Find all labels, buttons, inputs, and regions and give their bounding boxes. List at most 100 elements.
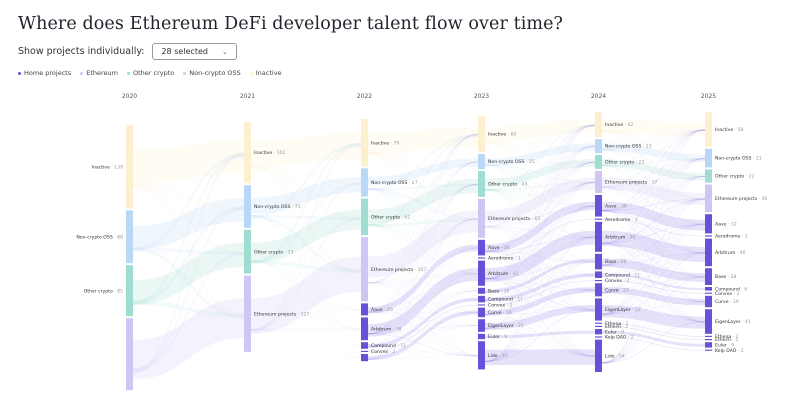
sankey-node[interactable] bbox=[361, 342, 368, 349]
sankey-node[interactable] bbox=[478, 304, 485, 306]
sankey-node[interactable] bbox=[705, 292, 712, 294]
sankey-node[interactable] bbox=[478, 287, 485, 294]
sankey-node[interactable] bbox=[361, 350, 368, 352]
flow-link bbox=[368, 224, 478, 292]
sankey-node[interactable] bbox=[244, 229, 251, 274]
sankey-node[interactable] bbox=[478, 171, 485, 197]
sankey-node[interactable] bbox=[478, 307, 485, 318]
flow-link bbox=[368, 355, 478, 360]
node-label: Lido · 47 bbox=[488, 353, 508, 359]
projects-select[interactable]: 28 selected ⌄ bbox=[152, 43, 237, 60]
sankey-node[interactable] bbox=[595, 112, 602, 138]
sankey-node[interactable] bbox=[126, 125, 133, 209]
flow-link bbox=[602, 148, 705, 254]
sankey-node[interactable] bbox=[478, 198, 485, 238]
legend-item[interactable]: Home projects bbox=[18, 69, 71, 77]
sankey-node[interactable] bbox=[478, 239, 485, 256]
node-label: EigenLayer · 41 bbox=[715, 319, 751, 325]
sankey-node[interactable] bbox=[478, 116, 485, 152]
flow-link bbox=[485, 236, 595, 293]
sankey-node[interactable] bbox=[705, 335, 712, 337]
sankey-node[interactable] bbox=[126, 210, 133, 264]
flow-link bbox=[602, 301, 705, 315]
sankey-node[interactable] bbox=[244, 185, 251, 228]
flow-link bbox=[485, 164, 595, 207]
sankey-node[interactable] bbox=[705, 148, 712, 168]
sankey-node[interactable] bbox=[595, 325, 602, 327]
flow-link bbox=[485, 289, 595, 301]
sankey-node[interactable] bbox=[361, 354, 368, 362]
node-label: Non-crypto OSS · 71 bbox=[254, 204, 301, 210]
sankey-node[interactable] bbox=[705, 169, 712, 183]
sankey-node[interactable] bbox=[595, 322, 602, 324]
sankey-node[interactable] bbox=[595, 170, 602, 193]
sankey-node[interactable] bbox=[705, 235, 712, 237]
sankey-node[interactable] bbox=[478, 319, 485, 332]
legend-item[interactable]: Non-crypto OSS bbox=[183, 69, 241, 77]
legend-item[interactable]: Other crypto bbox=[126, 69, 174, 77]
flow-link bbox=[133, 152, 244, 252]
legend-dot bbox=[183, 71, 187, 75]
sankey-node[interactable] bbox=[595, 336, 602, 338]
sankey-node[interactable] bbox=[595, 218, 602, 220]
sankey-node[interactable] bbox=[595, 221, 602, 252]
sankey-node[interactable] bbox=[705, 214, 712, 234]
node-label: Other crypto · 23 bbox=[605, 160, 644, 166]
node-label: Aave · 32 bbox=[715, 221, 737, 227]
sankey-node[interactable] bbox=[361, 168, 368, 197]
sankey-node[interactable] bbox=[478, 154, 485, 169]
sankey-node[interactable] bbox=[361, 198, 368, 236]
sankey-node[interactable] bbox=[244, 122, 251, 184]
flow-link bbox=[133, 140, 244, 184]
sankey-node[interactable] bbox=[595, 280, 602, 282]
sankey-node[interactable] bbox=[705, 309, 712, 334]
sankey-node[interactable] bbox=[361, 237, 368, 302]
sankey-node[interactable] bbox=[595, 298, 602, 321]
sankey-node[interactable] bbox=[705, 268, 712, 285]
sankey-node[interactable] bbox=[705, 342, 712, 348]
sankey-node[interactable] bbox=[595, 329, 602, 335]
sankey-node[interactable] bbox=[478, 295, 485, 303]
flow-link bbox=[251, 215, 361, 310]
flow-link bbox=[485, 261, 595, 329]
flow-link bbox=[485, 146, 595, 279]
sankey-node[interactable] bbox=[705, 349, 712, 351]
sankey-node[interactable] bbox=[595, 283, 602, 297]
flow-link bbox=[485, 278, 595, 311]
sankey-node[interactable] bbox=[478, 260, 485, 286]
flow-link bbox=[485, 201, 595, 254]
node-label: Kelp DAO · 2 bbox=[605, 335, 634, 341]
sankey-node[interactable] bbox=[595, 155, 602, 169]
sankey-node[interactable] bbox=[478, 333, 485, 340]
flow-link bbox=[602, 186, 705, 254]
sankey-node[interactable] bbox=[361, 303, 368, 316]
sankey-node[interactable] bbox=[478, 341, 485, 370]
sankey-node[interactable] bbox=[705, 184, 712, 213]
sankey-node[interactable] bbox=[478, 257, 485, 259]
legend-item[interactable]: Inactive bbox=[249, 69, 282, 77]
sankey-node[interactable] bbox=[361, 119, 368, 167]
sankey-node[interactable] bbox=[705, 112, 712, 147]
sankey-node[interactable] bbox=[361, 317, 368, 341]
flow-link bbox=[368, 152, 478, 327]
sankey-node[interactable] bbox=[705, 238, 712, 267]
sankey-node[interactable] bbox=[595, 139, 602, 153]
sankey-node[interactable] bbox=[705, 287, 712, 291]
page-title: Where does Ethereum DeFi developer talen… bbox=[18, 14, 564, 34]
flow-link bbox=[251, 215, 361, 273]
flow-link bbox=[485, 258, 595, 293]
sankey-node[interactable] bbox=[595, 271, 602, 278]
sankey-node[interactable] bbox=[126, 318, 133, 391]
sankey-node[interactable] bbox=[244, 275, 251, 352]
node-label: Inactive · 58 bbox=[715, 127, 744, 133]
flow-link bbox=[485, 141, 595, 276]
sankey-node[interactable] bbox=[126, 265, 133, 317]
legend-item[interactable]: Ethereum bbox=[80, 69, 118, 77]
sankey-node[interactable] bbox=[705, 295, 712, 308]
sankey-node[interactable] bbox=[595, 195, 602, 217]
sankey-node[interactable] bbox=[595, 253, 602, 270]
sankey-node[interactable] bbox=[705, 339, 712, 341]
sankey-node[interactable] bbox=[595, 339, 602, 372]
flow-link bbox=[485, 124, 595, 363]
flow-link bbox=[485, 181, 595, 293]
